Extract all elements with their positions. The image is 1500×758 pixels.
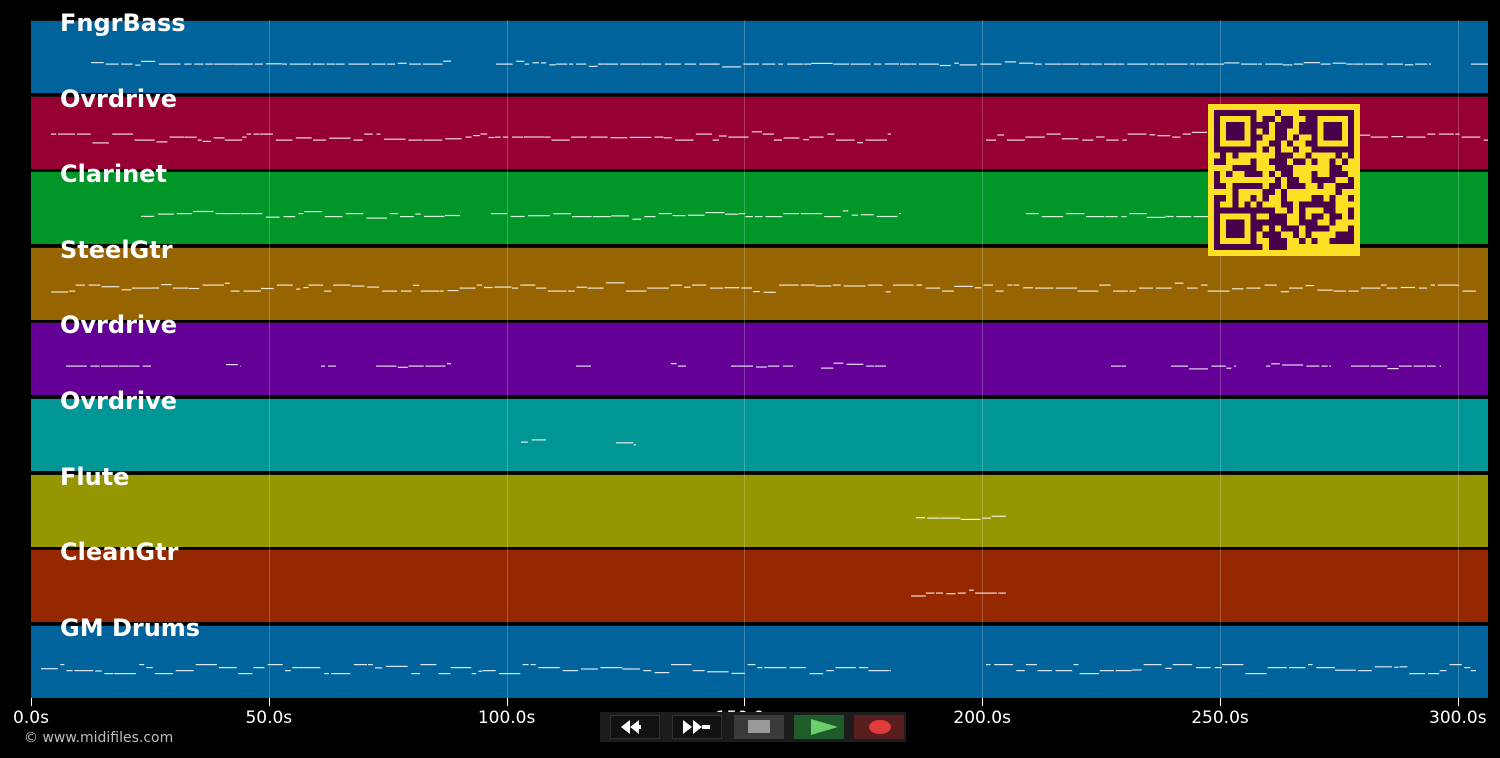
track-name: SteelGtr (60, 235, 173, 264)
track-name: Ovrdrive (60, 387, 178, 415)
track-name: Flute (60, 462, 130, 491)
fast-forward-icon (683, 720, 710, 734)
track-notes (916, 515, 1006, 520)
track-lanes: FngrBass Ovrdrive Clarinet SteelGtr Ovrdrive… (31, 11, 1488, 698)
rewind-button[interactable] (610, 715, 660, 739)
track-lane: GM Drums (31, 616, 1488, 698)
track-notes (51, 281, 1476, 293)
axis-tick (1220, 698, 1221, 706)
track-notes (911, 589, 1006, 597)
axis-tick (1457, 698, 1459, 706)
copyright-text: © www.midifiles.com (24, 730, 174, 746)
axis-tick (982, 698, 984, 706)
track-name: Clarinet (60, 160, 167, 189)
track-notes (41, 663, 1476, 674)
qr-code-icon[interactable] (1208, 104, 1360, 256)
play-button[interactable] (794, 715, 844, 739)
track-name: Ovrdrive (60, 311, 178, 340)
axis-tick (268, 698, 270, 706)
track-lane: FngrBass (31, 11, 1488, 93)
axis-tick (31, 698, 32, 706)
play-icon (811, 719, 838, 735)
track-notes (521, 439, 636, 446)
track-lane: Ovrdrive (31, 313, 1488, 396)
axis-tick-label: 100.0s (477, 708, 536, 728)
axis-tick-label: 50.0s (245, 708, 293, 728)
fast-forward-button[interactable] (672, 715, 722, 739)
record-button[interactable] (854, 715, 904, 739)
stop-button[interactable] (734, 715, 784, 739)
record-icon (869, 720, 891, 734)
track-name: GM Drums (60, 613, 201, 642)
track-lane: Flute (31, 465, 1488, 547)
axis-tick (744, 698, 746, 706)
transport-controls (600, 712, 906, 742)
track-lane: SteelGtr (31, 238, 1488, 320)
track-name: Ovrdrive (60, 84, 178, 113)
axis-tick-label: 300.0s (1429, 708, 1487, 728)
axis-tick (506, 698, 508, 706)
track-notes (66, 362, 1441, 370)
axis-tick-label: 0.0s (13, 708, 49, 728)
track-lane: Ovrdrive (31, 389, 1488, 471)
axis-tick-label: 200.0s (953, 708, 1011, 728)
track-notes (141, 210, 1211, 220)
track-name: CleanGtr (60, 538, 179, 567)
stop-icon (748, 720, 770, 733)
track-lane: CleanGtr (31, 540, 1488, 623)
axis-tick-label: 250.0s (1191, 708, 1249, 728)
track-notes (91, 60, 1488, 68)
track-name: FngrBass (60, 9, 186, 37)
rewind-icon (621, 720, 641, 734)
